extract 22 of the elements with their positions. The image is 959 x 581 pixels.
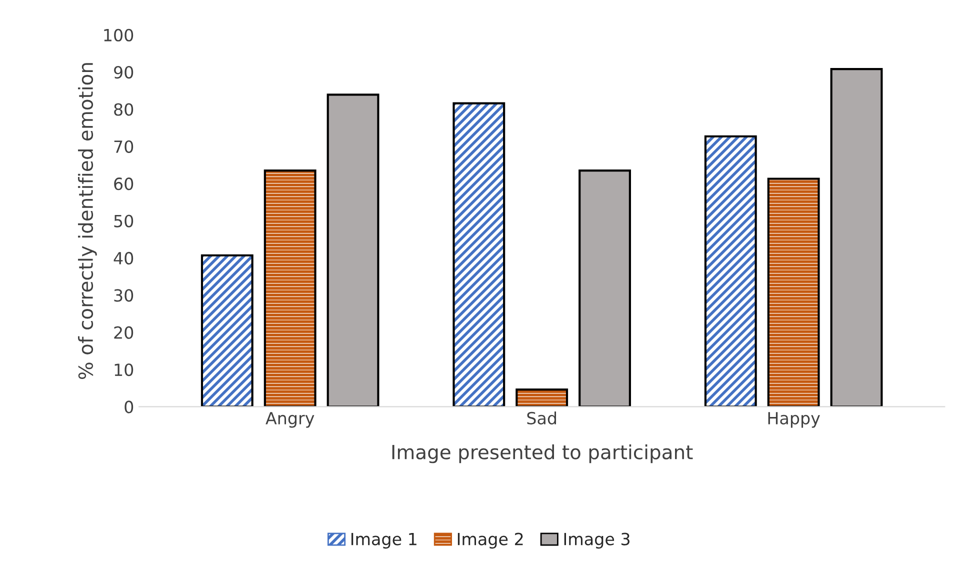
y-tick-label: 50 [114,214,134,228]
y-tick-label: 30 [114,289,134,302]
y-tick-label: 40 [114,252,134,265]
bar [578,170,631,407]
bar [830,68,883,407]
y-tick-label: 60 [114,178,134,190]
x-tick-label: Sad [527,412,556,424]
y-tick-label: 90 [114,66,134,79]
y-tick-label: 100 [104,28,134,42]
y-tick-label: 20 [114,326,134,339]
x-tick-label: Angry [266,412,314,428]
y-tick-label: 10 [114,363,134,376]
legend-label: Image 1 [351,532,416,549]
y-tick-label: 70 [114,140,134,153]
bar [326,94,380,407]
legend-label: Image 2 [458,532,523,549]
y-tick-label: 0 [124,400,134,414]
y-tick-label: 80 [114,103,134,116]
y-axis-title: % of correctly identified emotion [78,63,97,379]
x-axis-title: Image presented to participant [392,444,693,464]
x-tick-label: Happy [768,412,820,428]
legend-label: Image 3 [564,532,630,549]
